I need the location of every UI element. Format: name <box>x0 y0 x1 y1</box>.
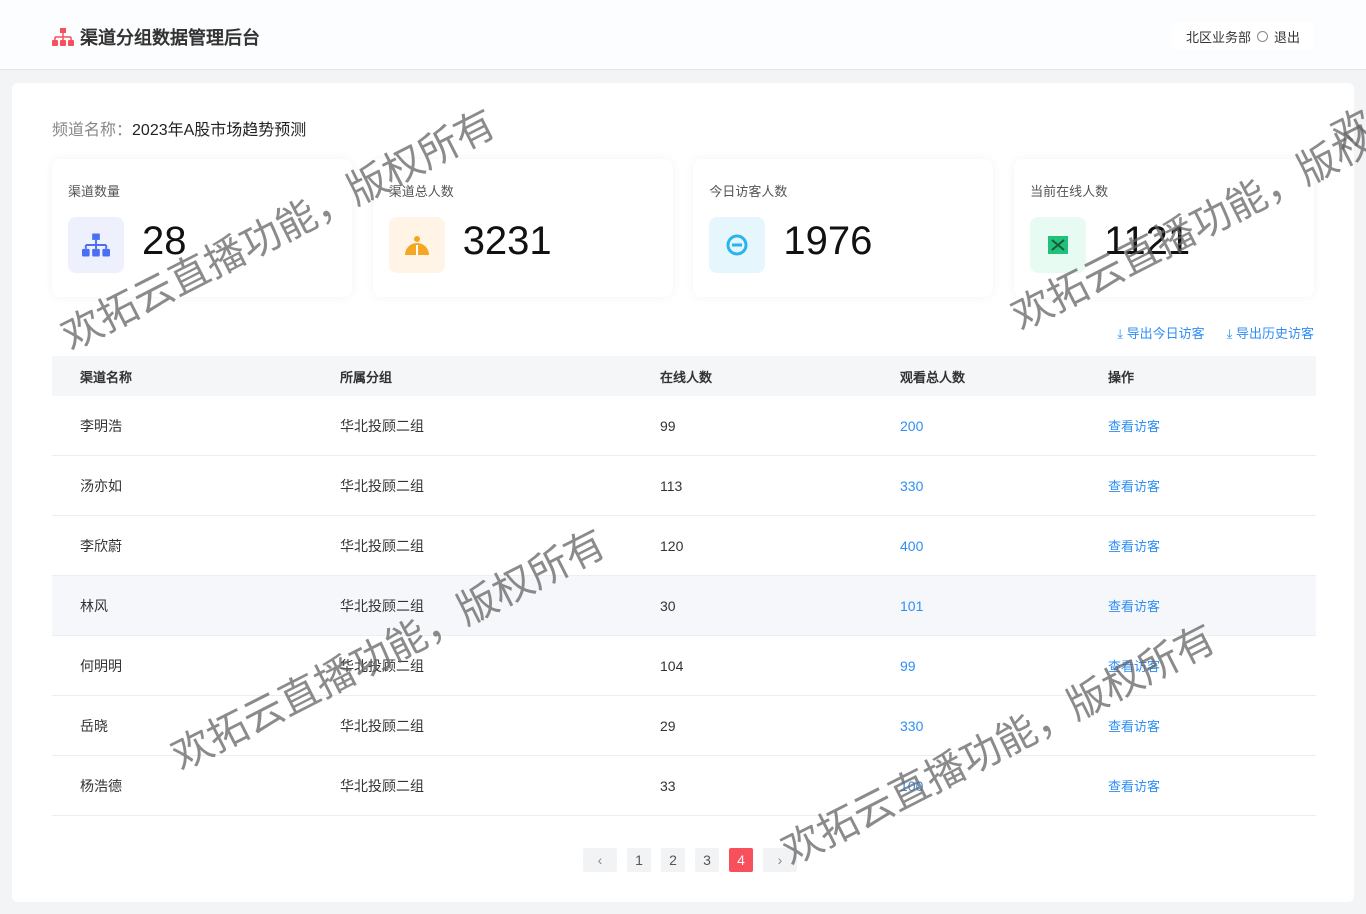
group-cell: 华北投顾二组 <box>340 477 424 494</box>
channel-name-cell: 汤亦如 <box>80 477 122 494</box>
view-visitors-link[interactable]: 查看访客 <box>1108 539 1161 554</box>
channel-name-cell: 杨浩德 <box>80 777 122 794</box>
view-visitors-link[interactable]: 查看访客 <box>1108 779 1161 794</box>
channel-name-cell: 李欣蔚 <box>80 537 122 554</box>
table-row: 杨浩德 华北投顾二组 33 100 查看访客 <box>52 756 1316 816</box>
stat-title: 渠道数量 <box>68 184 121 199</box>
channel-name-cell: 岳晓 <box>80 717 108 734</box>
online-icon <box>1030 217 1087 273</box>
table-row: 李欣蔚 华北投顾二组 120 400 查看访客 <box>52 516 1316 576</box>
group-cell: 华北投顾二组 <box>340 597 424 614</box>
stat-value: 3231 <box>462 219 552 263</box>
stat-card: 今日访客人数 1976 <box>693 159 994 297</box>
stat-value: 1121 <box>1104 219 1191 263</box>
page-button[interactable]: 2 <box>661 848 685 872</box>
logout-button[interactable]: 退出 <box>1274 29 1301 45</box>
online-cell: 33 <box>660 777 676 794</box>
export-history-button[interactable]: ⤓ 导出历史访客 <box>1226 326 1314 341</box>
channel-label: 频道名称： <box>52 122 133 139</box>
online-cell: 29 <box>660 717 676 734</box>
app-logo: 渠道分组数据管理后台 <box>52 24 260 50</box>
view-visitors-link[interactable]: 查看访客 <box>1108 659 1161 674</box>
view-visitors-link[interactable]: 查看访客 <box>1108 719 1161 734</box>
col-header: 观看总人数 <box>900 369 966 385</box>
group-cell: 华北投顾二组 <box>340 417 424 434</box>
col-header: 所属分组 <box>340 369 393 385</box>
online-cell: 113 <box>660 477 683 494</box>
online-cell: 104 <box>660 657 684 674</box>
group-cell: 华北投顾二组 <box>340 777 424 794</box>
user-menu: 北区业务部 退出 <box>1172 22 1315 50</box>
stat-title: 今日访客人数 <box>709 184 788 199</box>
app-title: 渠道分组数据管理后台 <box>80 28 260 48</box>
export-history-label: 导出历史访客 <box>1235 326 1314 341</box>
stat-card: 渠道数量 28 <box>52 159 352 297</box>
channel-name-cell: 何明明 <box>80 657 122 674</box>
total-cell[interactable]: 330 <box>900 477 924 494</box>
export-actions: ⤓ 导出今日访客 ⤓ 导出历史访客 <box>1117 323 1314 342</box>
prev-page-button[interactable]: ‹ <box>583 848 617 872</box>
power-icon[interactable] <box>1257 30 1269 42</box>
table-row: 李明浩 华北投顾二组 99 200 查看访客 <box>52 396 1316 456</box>
online-cell: 30 <box>660 597 676 614</box>
top-header: 渠道分组数据管理后台 北区业务部 退出 <box>0 0 1366 70</box>
total-cell[interactable]: 99 <box>900 657 916 674</box>
page-button[interactable]: 3 <box>695 848 719 872</box>
department-label: 北区业务部 <box>1186 29 1252 45</box>
online-cell: 120 <box>660 537 684 554</box>
visitor-icon <box>709 217 766 273</box>
col-header: 在线人数 <box>660 369 713 385</box>
export-today-label: 导出今日访客 <box>1126 326 1205 341</box>
col-header: 操作 <box>1108 369 1135 385</box>
stat-title: 渠道总人数 <box>388 184 454 199</box>
total-cell[interactable]: 330 <box>900 717 924 734</box>
channel-name-cell: 李明浩 <box>80 417 122 434</box>
table-row: 汤亦如 华北投顾二组 113 330 查看访客 <box>52 456 1316 516</box>
table-header: 渠道名称 所属分组 在线人数 观看总人数 操作 <box>52 356 1316 396</box>
table-row: 林风 华北投顾二组 30 101 查看访客 <box>52 576 1316 636</box>
group-cell: 华北投顾二组 <box>340 537 424 554</box>
total-cell[interactable]: 400 <box>900 537 924 554</box>
view-visitors-link[interactable]: 查看访客 <box>1108 479 1161 494</box>
online-cell: 99 <box>660 417 676 434</box>
group-cell: 华北投顾二组 <box>340 657 424 674</box>
total-cell[interactable]: 200 <box>900 417 924 434</box>
stat-card: 渠道总人数 3231 <box>372 159 673 297</box>
group-cell: 华北投顾二组 <box>340 717 424 734</box>
org-chart-icon <box>52 28 74 46</box>
org-chart-icon <box>68 217 124 273</box>
table-row: 岳晓 华北投顾二组 29 330 查看访客 <box>52 696 1316 756</box>
stat-value: 1976 <box>783 219 873 263</box>
stat-card: 当前在线人数 1121 <box>1014 159 1315 297</box>
channel-name-cell: 林风 <box>80 597 108 614</box>
channel-name: 频道名称：2023年A股市场趋势预测 <box>52 116 306 140</box>
channel-table: 渠道名称 所属分组 在线人数 观看总人数 操作 李明浩 华北投顾二组 99 20… <box>52 356 1316 816</box>
main-panel: 频道名称：2023年A股市场趋势预测 渠道数量 28 渠道总人数 3231 今日访客… <box>12 83 1354 902</box>
col-header: 渠道名称 <box>80 369 133 385</box>
view-visitors-link[interactable]: 查看访客 <box>1108 599 1161 614</box>
page-button[interactable]: 4 <box>729 848 753 872</box>
channel-value: 2023年A股市场趋势预测 <box>132 122 307 139</box>
stat-value: 28 <box>142 219 187 263</box>
next-page-button[interactable]: › <box>763 848 797 872</box>
total-cell[interactable]: 100 <box>900 777 924 794</box>
view-visitors-link[interactable]: 查看访客 <box>1108 419 1161 434</box>
total-cell[interactable]: 101 <box>900 597 924 614</box>
table-row: 何明明 华北投顾二组 104 99 查看访客 <box>52 636 1316 696</box>
pagination: ‹ 1 2 3 4 › <box>583 848 797 872</box>
users-icon <box>388 217 445 273</box>
stat-title: 当前在线人数 <box>1030 184 1109 199</box>
export-today-button[interactable]: ⤓ 导出今日访客 <box>1117 326 1205 341</box>
page-button[interactable]: 1 <box>627 848 651 872</box>
